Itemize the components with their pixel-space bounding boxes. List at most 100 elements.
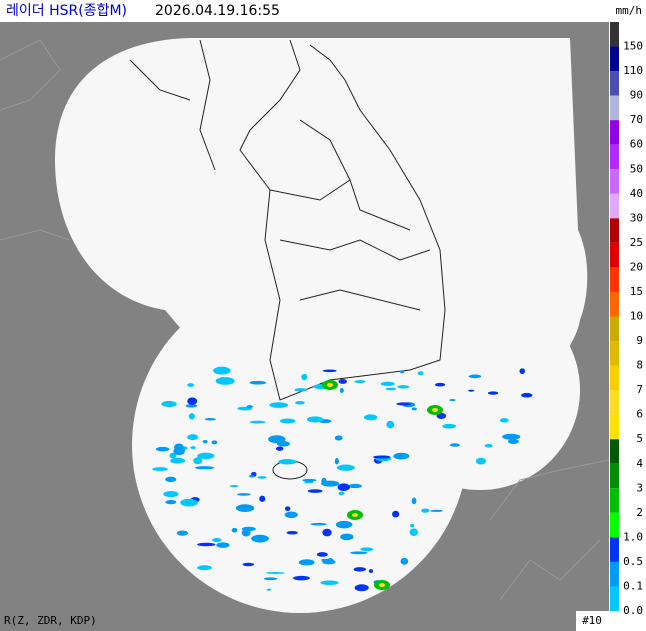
rain-cell xyxy=(392,510,400,518)
legend-label: 5 xyxy=(636,432,643,445)
rain-cell xyxy=(246,405,253,409)
coverage-south xyxy=(132,277,468,613)
rain-cell xyxy=(310,522,327,526)
rain-cell xyxy=(316,552,328,557)
rain-cell xyxy=(294,388,307,392)
rain-cell xyxy=(163,490,179,498)
legend-swatch xyxy=(610,341,619,366)
rain-cell xyxy=(301,373,308,381)
rain-cell xyxy=(468,374,482,379)
rain-cell xyxy=(180,498,198,507)
legend-swatch xyxy=(610,537,619,562)
rain-cell xyxy=(411,497,417,505)
legend-label: 60 xyxy=(630,138,643,151)
legend-label: 10 xyxy=(630,310,643,323)
rain-cell xyxy=(268,435,286,444)
rain-cell xyxy=(411,407,417,411)
rain-cell xyxy=(284,506,291,512)
rain-cell xyxy=(231,527,238,533)
legend-swatch xyxy=(610,316,619,342)
rain-cell xyxy=(242,562,255,567)
legend-label: 0.1 xyxy=(623,579,643,592)
rain-cell xyxy=(266,588,272,591)
legend-swatch xyxy=(610,71,619,96)
legend-label: 25 xyxy=(630,236,643,249)
peninsula xyxy=(239,39,446,401)
variables: R(Z, ZDR, KDP) xyxy=(4,614,97,627)
rain-cell xyxy=(161,400,177,408)
rain-cell xyxy=(368,569,374,573)
timestamp: 2026.04.19.16:55 xyxy=(155,3,280,19)
rain-cell xyxy=(320,580,339,586)
rain-cell xyxy=(278,459,297,465)
rain-cell xyxy=(276,446,284,451)
rain-cell xyxy=(322,528,332,537)
rain-cell xyxy=(176,530,189,536)
rain-cell xyxy=(521,392,533,398)
rain-cell xyxy=(397,385,410,389)
legend-swatch xyxy=(610,120,619,145)
rain-cell xyxy=(190,446,196,450)
rain-cell xyxy=(337,483,350,491)
rain-cell xyxy=(340,533,354,541)
legend-label: 20 xyxy=(630,260,643,273)
legend-label: 70 xyxy=(630,113,643,126)
rain-cell xyxy=(279,418,296,424)
legend-label: 2 xyxy=(636,506,643,519)
legend-label: 8 xyxy=(636,359,643,372)
rain-cell xyxy=(306,416,324,423)
legend-swatch xyxy=(610,267,619,292)
rain-cell xyxy=(322,369,337,373)
legend-swatch xyxy=(610,586,619,611)
rain-cell xyxy=(334,457,339,465)
legend-label: 40 xyxy=(630,187,643,200)
legend-label: 15 xyxy=(630,285,643,298)
rain-cell xyxy=(349,551,368,555)
rain-cell xyxy=(249,420,266,424)
legend-swatch xyxy=(610,22,619,47)
legend-label: 50 xyxy=(630,162,643,175)
legend-swatch xyxy=(610,488,619,513)
rain-cell xyxy=(338,491,345,496)
rain-cell xyxy=(410,523,415,528)
rain-cell xyxy=(417,371,424,376)
rain-cell xyxy=(327,557,334,563)
rain-cell xyxy=(219,377,226,380)
rain-cell xyxy=(170,457,186,464)
rain-cell xyxy=(393,452,410,460)
legend-label: 0.0 xyxy=(623,604,643,617)
rain-cell xyxy=(335,520,353,529)
legend-label: 9 xyxy=(636,334,643,347)
legend-swatch xyxy=(610,46,619,72)
legend-swatch xyxy=(610,291,619,317)
legend-label: 150 xyxy=(623,40,643,53)
rain-cell xyxy=(235,504,255,512)
rain-cell xyxy=(197,565,212,571)
rain-cell xyxy=(216,542,230,548)
borders xyxy=(129,39,216,171)
rain-cell xyxy=(155,446,170,452)
legend-label: 4 xyxy=(636,457,643,470)
rain-cell xyxy=(286,531,298,535)
rain-cell xyxy=(339,388,344,393)
rain-cell xyxy=(475,457,487,465)
rain-cell xyxy=(249,380,267,385)
rain-cell xyxy=(197,542,216,547)
rain-cell xyxy=(338,378,348,384)
rain-cell xyxy=(174,443,184,452)
title: 레이더 HSR(종합M) xyxy=(6,3,127,19)
precipitation xyxy=(152,366,533,592)
rain-core xyxy=(379,583,385,587)
legend-swatch xyxy=(610,169,619,194)
rain-cell xyxy=(396,402,412,406)
rain-cell xyxy=(430,509,443,512)
legend-swatch xyxy=(610,365,619,391)
rain-cell xyxy=(360,547,374,552)
outer-land xyxy=(0,39,610,601)
legend-label: 6 xyxy=(636,408,643,421)
legend: 150 110 90 70 60 50 40 30 25 20 15 10 9 8 7 6 5 4 3 2 1.0 0.5… xyxy=(610,22,643,617)
rain-cell xyxy=(400,557,409,565)
legend-label: 30 xyxy=(630,211,643,224)
rain-cell xyxy=(449,399,456,402)
rain-cell xyxy=(259,495,266,502)
